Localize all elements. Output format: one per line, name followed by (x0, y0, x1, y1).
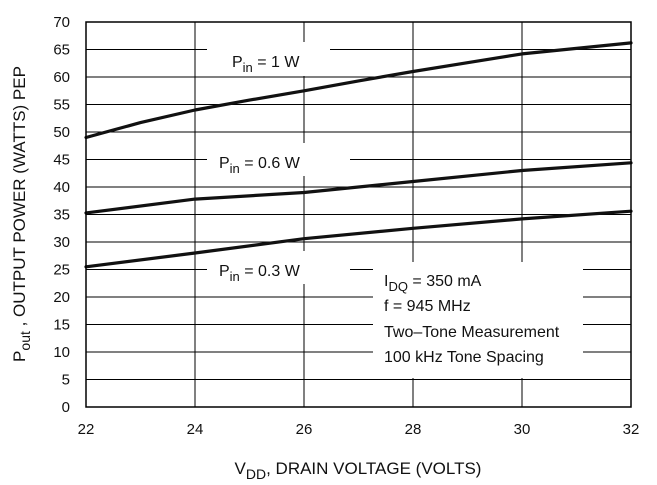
label-06w-background (207, 143, 350, 176)
x-axis-title: VDD, DRAIN VOLTAGE (VOLTS) (235, 459, 482, 482)
y-tick-label: 25 (53, 262, 70, 279)
annotation-measurement: Two–Tone Measurement (384, 324, 560, 341)
y-tick-label: 20 (53, 289, 70, 306)
y-axis-title: Pout , OUTPUT POWER (WATTS) PEP (10, 66, 33, 362)
y-tick-label: 30 (53, 234, 70, 251)
series-label-1w: Pin = 1 W (232, 54, 300, 75)
x-tick-label: 26 (296, 421, 313, 438)
tick-labels: 0 5 10 15 20 25 30 35 40 45 50 55 60 65 70 22 24 26 28 30 32 (53, 14, 639, 438)
y-tick-label: 35 (53, 207, 70, 224)
y-tick-label: 0 (62, 399, 70, 416)
x-tick-label: 22 (78, 421, 95, 438)
y-tick-label: 40 (53, 179, 70, 196)
y-tick-label: 10 (53, 344, 70, 361)
annotation-idq: IDQ = 350 mA (384, 273, 482, 294)
label-03w-background (207, 251, 350, 284)
y-tick-label: 15 (53, 317, 70, 334)
y-tick-label: 70 (53, 14, 70, 31)
y-tick-label: 50 (53, 124, 70, 141)
y-tick-label: 45 (53, 152, 70, 169)
grid-lines (85, 21, 632, 408)
annotation-background (373, 262, 583, 378)
series-label-03w: Pin = 0.3 W (219, 263, 301, 284)
y-tick-label: 65 (53, 42, 70, 59)
annotation-spacing: 100 kHz Tone Spacing (384, 349, 544, 366)
y-tick-label: 5 (62, 372, 70, 389)
x-tick-label: 24 (187, 421, 204, 438)
label-1w-background (207, 42, 330, 76)
x-tick-label: 28 (405, 421, 422, 438)
series-line-1 (84, 161, 633, 215)
x-tick-label: 30 (514, 421, 531, 438)
series-label-06w: Pin = 0.6 W (219, 155, 301, 176)
series-line-2 (84, 209, 633, 269)
annotation-frequency: f = 945 MHz (384, 298, 471, 315)
plot-frame (85, 21, 632, 408)
series-line-0 (84, 41, 633, 140)
y-tick-label: 60 (53, 69, 70, 86)
measurement-annotation: IDQ = 350 mA f = 945 MHz Two–Tone Measur… (384, 273, 560, 366)
x-tick-label: 32 (623, 421, 640, 438)
series-curves (84, 41, 633, 269)
y-tick-label: 55 (53, 97, 70, 114)
